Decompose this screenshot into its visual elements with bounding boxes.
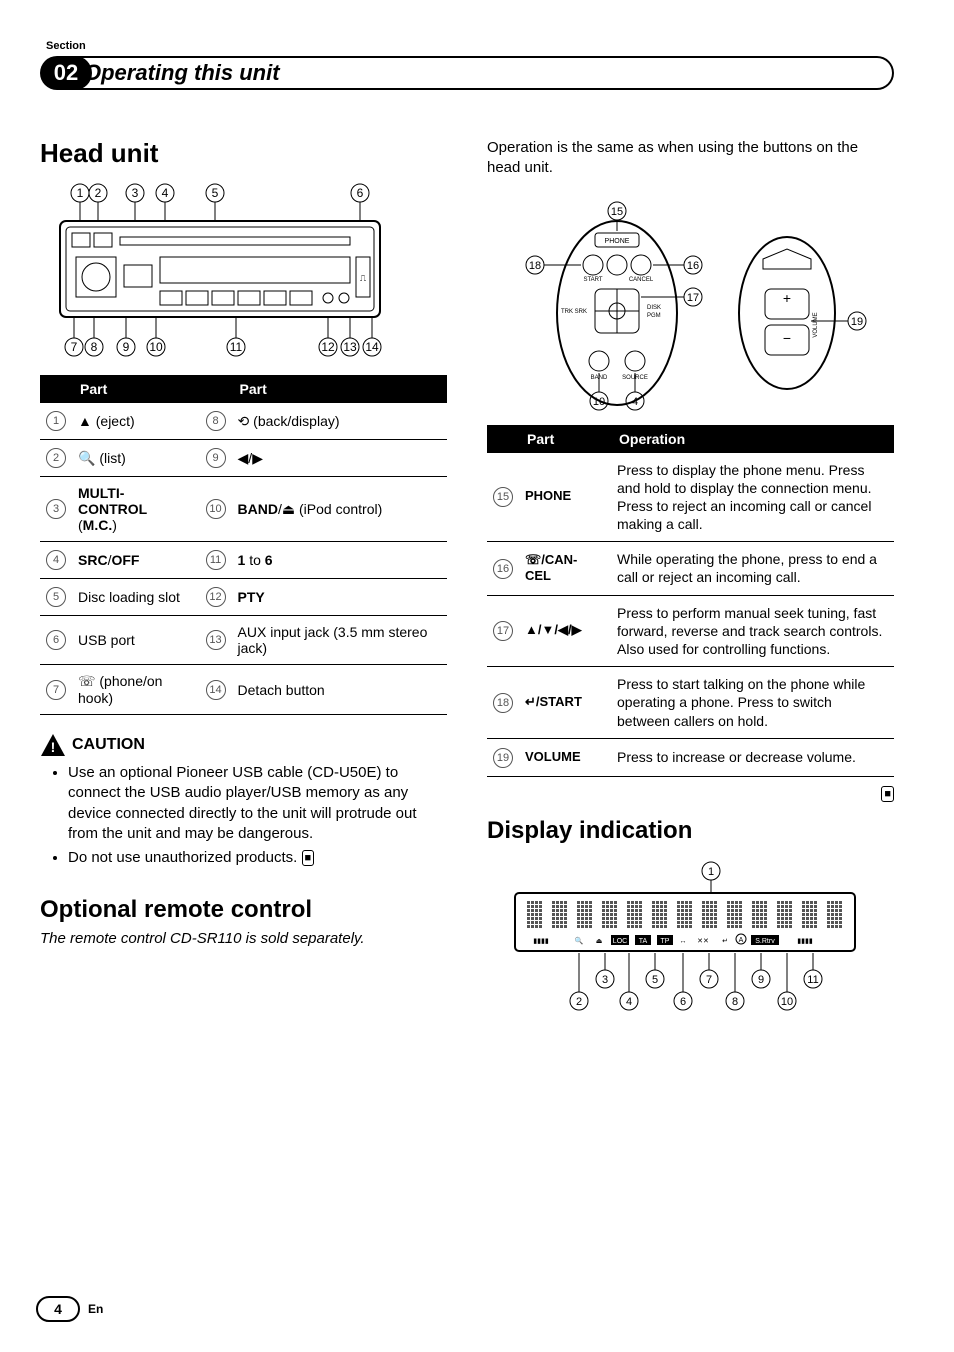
page-lang: En [88,1302,103,1316]
end-mark-icon: ■ [881,785,894,803]
svg-text:START: START [583,277,602,283]
table-row: 17▲/▼/◀/▶Press to perform manual seek tu… [487,595,894,667]
svg-text:10: 10 [149,340,163,354]
svg-text:▮▮▮▮: ▮▮▮▮ [533,938,549,945]
ops-header-part: Part [519,425,611,453]
table-row: 15PHONEPress to display the phone menu. … [487,453,894,542]
svg-text:TA: TA [639,938,648,945]
table-row: 2🔍 (list)9◀/▶ [40,440,447,477]
page-number: 4 En [36,1296,103,1322]
svg-text:4: 4 [162,186,169,200]
display-diagram: 1 ▮▮▮▮ 🔍 [487,857,867,1017]
svg-text:↔: ↔ [680,938,687,945]
svg-text:✕✕: ✕✕ [697,938,709,945]
svg-text:10: 10 [781,996,793,1008]
svg-text:TP: TP [661,938,670,945]
svg-text:3: 3 [602,974,608,986]
caution-label: CAUTION [72,736,145,754]
svg-text:🔍: 🔍 [575,936,584,945]
svg-text:6: 6 [680,996,686,1008]
svg-text:A: A [739,937,744,944]
svg-text:17: 17 [687,292,699,304]
table-row: 4SRC/OFF111 to 6 [40,542,447,579]
svg-text:↵: ↵ [722,938,728,945]
svg-text:⎍: ⎍ [360,273,367,283]
svg-text:1: 1 [77,186,84,200]
table-row: 19VOLUMEPress to increase or decrease vo… [487,738,894,776]
section-header: 02 Operating this unit [40,56,894,90]
caution-item: Do not use unauthorized products. ■ [68,848,447,868]
svg-text:S.Rtrv: S.Rtrv [755,938,775,945]
right-column: Operation is the same as when using the … [487,138,894,1017]
head-unit-diagram: 1 2 3 4 5 6 [40,179,400,359]
caution-heading: ! CAUTION [40,733,447,757]
operation-table: Part Operation 15PHONEPress to display t… [487,425,894,777]
svg-text:DISK: DISK [647,305,661,311]
svg-text:CANCEL: CANCEL [629,277,654,283]
svg-text:▮▮▮▮: ▮▮▮▮ [797,938,813,945]
svg-text:TRK SRK: TRK SRK [561,309,587,315]
svg-text:16: 16 [687,260,699,272]
head-unit-title: Head unit [40,138,447,169]
left-column: Head unit 1 2 3 4 5 6 [40,138,447,1017]
svg-text:1: 1 [708,866,714,878]
svg-text:9: 9 [123,340,130,354]
section-title: Operating this unit [84,60,280,86]
end-mark-icon: ■ [302,850,315,866]
parts-header-2: Part [232,375,447,403]
section-number-badge: 02 [40,56,92,90]
caution-icon: ! [40,733,66,757]
svg-text:10: 10 [593,396,605,408]
svg-text:2: 2 [95,186,102,200]
svg-text:5: 5 [652,974,658,986]
svg-text:6: 6 [357,186,364,200]
svg-text:VOLUME: VOLUME [813,312,819,337]
svg-text:11: 11 [807,974,818,986]
caution-list: Use an optional Pioneer USB cable (CD-U5… [68,763,447,868]
svg-text:8: 8 [732,996,738,1008]
intro-text: Operation is the same as when using the … [487,138,894,179]
table-row: 18↵/STARTPress to start talking on the p… [487,667,894,739]
table-row: 3MULTI-CONTROL(M.C.)10BAND/⏏ (iPod contr… [40,477,447,542]
svg-text:19: 19 [851,316,863,328]
table-row: 7☏ (phone/on hook)14Detach button [40,665,447,715]
table-row: 16☏/CAN-CELWhile operating the phone, pr… [487,542,894,595]
svg-text:4: 4 [626,996,632,1008]
table-row: 6USB port13AUX input jack (3.5 mm stereo… [40,616,447,665]
svg-text:9: 9 [758,974,764,986]
display-indication-title: Display indication [487,817,894,845]
optional-remote-title: Optional remote control [40,896,447,924]
svg-text:!: ! [51,739,56,755]
svg-text:⏏: ⏏ [596,938,603,945]
svg-text:15: 15 [611,206,623,218]
svg-text:7: 7 [706,974,712,986]
svg-text:18: 18 [529,260,541,272]
optional-remote-note: The remote control CD-SR110 is sold sepa… [40,930,447,947]
table-row: 5Disc loading slot12PTY [40,579,447,616]
parts-header-1: Part [72,375,200,403]
svg-text:PHONE: PHONE [605,238,630,245]
table-row: 1▲ (eject)8⟲ (back/display) [40,403,447,440]
svg-text:5: 5 [212,186,219,200]
ops-header-op: Operation [611,425,894,453]
svg-text:7: 7 [71,340,78,354]
svg-text:2: 2 [576,996,582,1008]
svg-text:13: 13 [343,340,357,354]
caution-item: Use an optional Pioneer USB cable (CD-U5… [68,763,447,844]
svg-text:4: 4 [632,396,638,408]
svg-text:11: 11 [230,340,243,354]
svg-text:LOC: LOC [613,938,627,945]
svg-text:8: 8 [91,340,98,354]
svg-text:−: − [783,330,791,346]
svg-text:12: 12 [321,340,335,354]
remote-diagram: PHONE START CANCEL TRK SRK DISK PGM BAND… [487,193,877,413]
svg-text:+: + [783,290,791,306]
svg-text:3: 3 [132,186,139,200]
section-label: Section [46,40,894,52]
svg-text:PGM: PGM [647,313,661,319]
parts-table: Part Part 1▲ (eject)8⟲ (back/display)2🔍 … [40,375,447,715]
page-number-badge: 4 [36,1296,80,1322]
svg-text:14: 14 [365,340,379,354]
section-title-wrap: Operating this unit [72,56,894,90]
